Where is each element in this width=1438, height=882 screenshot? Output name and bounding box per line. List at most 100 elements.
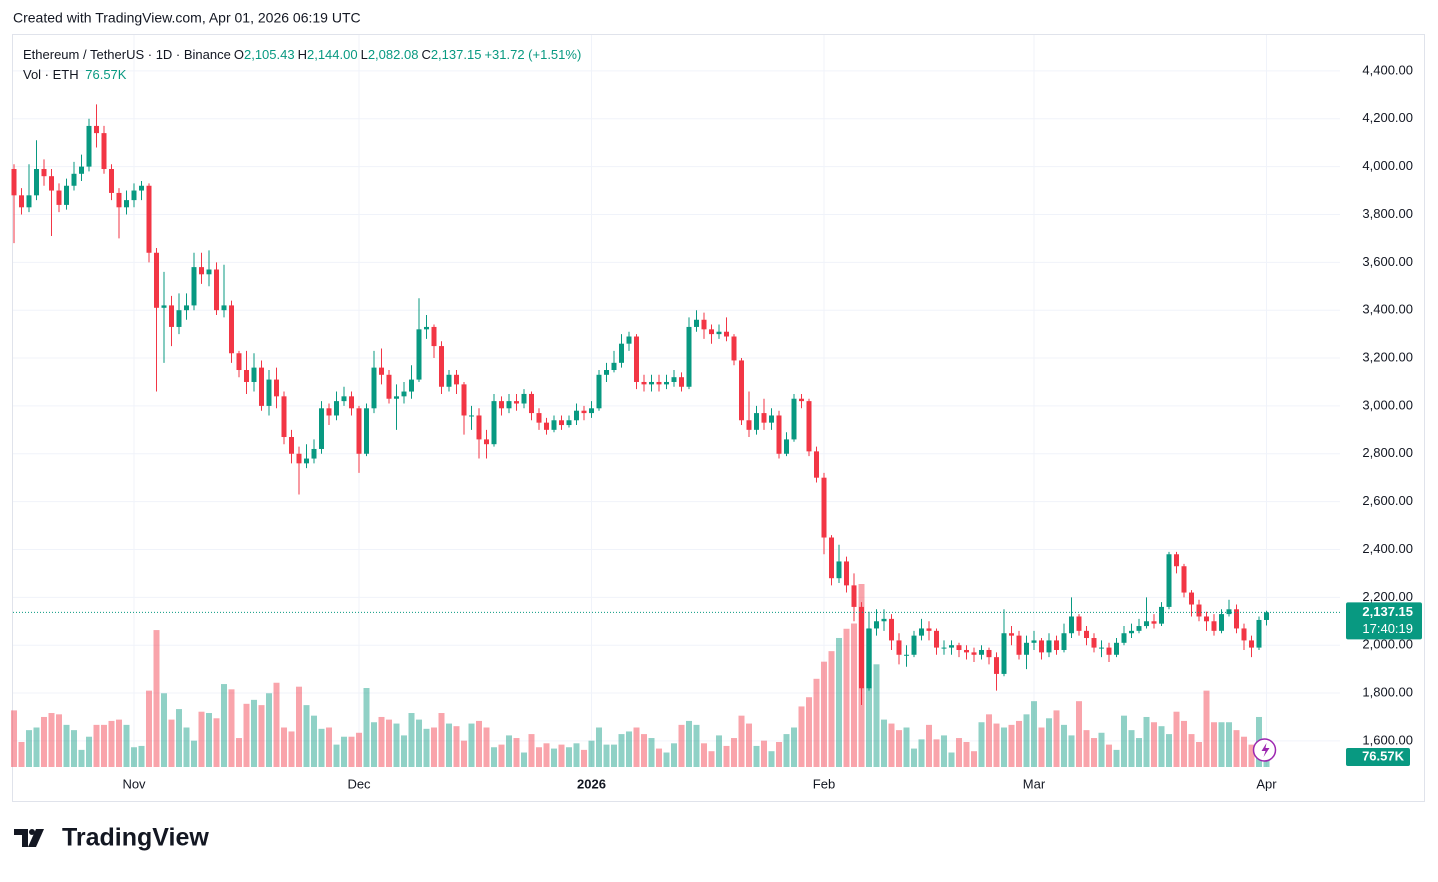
change: +31.72 (+1.51%) [484, 47, 582, 62]
candle-body [221, 305, 227, 311]
ohlc-key: O [233, 47, 244, 62]
candle-body [1076, 616, 1082, 631]
candle-body [971, 652, 977, 655]
candle-body [956, 645, 962, 650]
volume-bar [611, 744, 617, 767]
volume-bar [303, 705, 310, 767]
candle-body [116, 192, 122, 208]
candle-body [671, 377, 677, 382]
candle-body [994, 657, 999, 674]
volume-bar [498, 744, 505, 767]
volume-bar [738, 715, 745, 767]
candle-body [334, 401, 339, 416]
volume-bar [768, 751, 775, 767]
candle-body [1039, 640, 1044, 653]
candle-body [566, 420, 572, 426]
volume-bar [806, 697, 812, 767]
volume-bar [378, 716, 385, 767]
candle-body [1189, 592, 1194, 605]
candle-body [941, 647, 947, 649]
volume-bar [761, 740, 767, 767]
x-tick-label: 2026 [577, 776, 606, 791]
volume-bar [243, 703, 250, 767]
candle-body [589, 408, 594, 414]
candle-body [806, 401, 812, 452]
candle-body [1196, 604, 1202, 617]
candle-body [244, 370, 249, 382]
volume-bar [393, 723, 400, 767]
candle-body [491, 401, 497, 445]
candle-body [161, 305, 167, 308]
volume-bar [288, 731, 295, 767]
candle-body [394, 396, 399, 399]
volume-bar [521, 752, 527, 767]
volume-bar [78, 749, 85, 767]
volume-tag-label: 76.57K [1362, 748, 1405, 763]
volume-bar [168, 719, 175, 767]
candle-body [356, 408, 362, 454]
candle-body [701, 319, 707, 330]
volume-bar [1023, 714, 1030, 767]
y-tick-label: 3,000.00 [1362, 397, 1413, 412]
volume-bar [1218, 722, 1225, 767]
candle-body [746, 420, 752, 430]
volume-bar [776, 741, 782, 767]
volume-bar [131, 747, 137, 767]
logo-icon [29, 829, 35, 835]
candle-body [814, 451, 819, 478]
volume-bar [791, 727, 797, 767]
candle-body [799, 398, 804, 402]
candle-body [176, 310, 182, 327]
volume-bar [48, 713, 55, 767]
candle-body [1219, 614, 1224, 631]
candle-body [401, 391, 407, 397]
y-tick-label: 4,000.00 [1362, 158, 1413, 173]
candle-body [56, 190, 62, 205]
volume-bar [881, 719, 887, 767]
volume-bar [26, 730, 32, 767]
volume-bar [971, 751, 977, 767]
volume-bar [438, 713, 445, 767]
candle-body [536, 413, 542, 423]
volume-bar [1031, 701, 1037, 767]
volume-bar [341, 736, 347, 767]
ohlc-value: 2,137.15 [430, 47, 482, 62]
volume-bar [1038, 727, 1045, 767]
volume-bar [483, 727, 490, 767]
volume-bar [888, 723, 895, 767]
volume-bar [918, 739, 925, 767]
candle-body [836, 561, 842, 579]
y-tick-label: 2,200.00 [1362, 589, 1413, 604]
candle-body [686, 326, 692, 387]
candle-body [926, 628, 932, 631]
candle-body [296, 453, 302, 464]
volume-bar [11, 710, 17, 767]
volume-bar [633, 727, 640, 767]
candle-body [499, 401, 504, 409]
candle-body [619, 343, 624, 363]
candle-body [649, 381, 654, 385]
volume-bar [1016, 720, 1022, 767]
candle-body [874, 621, 879, 629]
candle-body [101, 133, 107, 170]
volume-bar [401, 735, 407, 767]
candle-body [251, 367, 257, 382]
volume-bar [551, 748, 557, 767]
candle-body [266, 379, 272, 406]
candle-body [1256, 619, 1262, 648]
volume-bar [896, 730, 902, 767]
x-tick-label: Feb [813, 776, 835, 791]
candle-body [484, 439, 489, 445]
volume-bar [708, 751, 715, 767]
volume-bar [198, 711, 205, 767]
volume-bar [1143, 716, 1150, 767]
plot: 1,600.00 1,800.00 2,000.00 2,200.00 2,400.00… [11, 35, 1422, 791]
candle-body [86, 125, 92, 167]
countdown: 17:40:19 [1362, 621, 1413, 636]
volume-bar [641, 734, 647, 767]
candle-body [1121, 633, 1127, 643]
volume-bar [1166, 734, 1172, 767]
candle-body [409, 379, 414, 392]
volume-bar [251, 699, 257, 767]
volume-bar [318, 728, 325, 767]
